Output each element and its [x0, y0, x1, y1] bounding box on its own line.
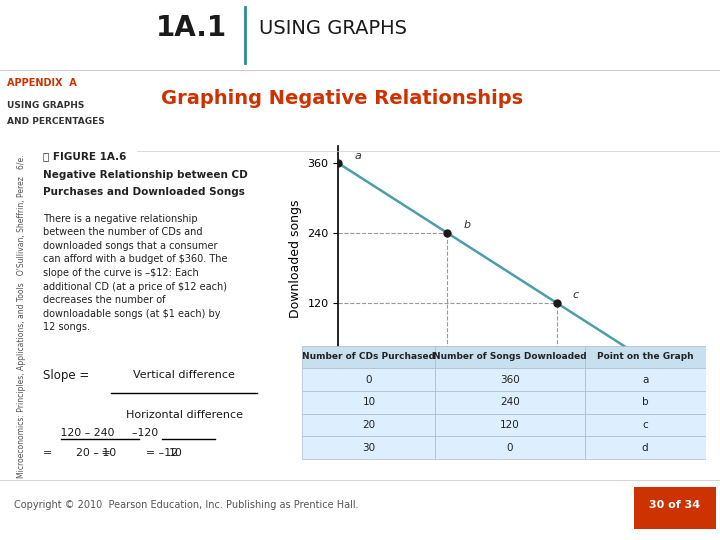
FancyBboxPatch shape	[302, 346, 436, 368]
Text: a: a	[355, 151, 361, 160]
FancyBboxPatch shape	[302, 368, 436, 391]
Text: 120 – 240     –120: 120 – 240 –120	[43, 428, 158, 438]
Text: AND PERCENTAGES: AND PERCENTAGES	[7, 117, 104, 126]
X-axis label: CDs: CDs	[506, 398, 531, 411]
Y-axis label: Downloaded songs: Downloaded songs	[289, 200, 302, 319]
Text: b: b	[464, 220, 471, 231]
Text: There is a negative relationship
between the number of CDs and
downloaded songs : There is a negative relationship between…	[43, 213, 228, 332]
FancyBboxPatch shape	[436, 414, 585, 436]
Text: Point on the Graph: Point on the Graph	[597, 353, 693, 361]
Text: 10: 10	[362, 397, 376, 407]
Text: 20 – 10: 20 – 10	[76, 448, 116, 458]
Text: d: d	[682, 360, 689, 370]
Text: 1A.1: 1A.1	[156, 14, 227, 42]
Text: Slope =: Slope =	[43, 369, 89, 382]
Text: 240: 240	[500, 397, 520, 407]
Text: Number of CDs Purchased: Number of CDs Purchased	[302, 353, 436, 361]
Text: =              =          = –12: = = = –12	[43, 448, 179, 458]
FancyBboxPatch shape	[585, 391, 706, 414]
Text: ⓘ FIGURE 1A.6: ⓘ FIGURE 1A.6	[43, 151, 127, 161]
Text: c: c	[573, 290, 579, 300]
FancyBboxPatch shape	[436, 368, 585, 391]
Text: USING GRAPHS: USING GRAPHS	[259, 18, 408, 38]
FancyBboxPatch shape	[585, 368, 706, 391]
Text: CHAPTER 1: CHAPTER 1	[11, 14, 76, 24]
Text: Microeconomics: Principles, Applications, and Tools   O'Sullivan, Sheffrin, Pere: Microeconomics: Principles, Applications…	[17, 154, 26, 478]
Text: 20: 20	[362, 420, 376, 430]
Text: 120: 120	[500, 420, 520, 430]
Text: Introduction: What
Is Economics?: Introduction: What Is Economics?	[11, 33, 83, 53]
Text: a: a	[642, 375, 648, 384]
Text: Horizontal difference: Horizontal difference	[126, 410, 243, 421]
Text: b: b	[642, 397, 649, 407]
Text: Number of Songs Downloaded: Number of Songs Downloaded	[433, 353, 587, 361]
Text: 30 of 34: 30 of 34	[649, 500, 701, 510]
FancyBboxPatch shape	[302, 436, 436, 459]
FancyBboxPatch shape	[585, 414, 706, 436]
Text: Copyright © 2010  Pearson Education, Inc. Publishing as Prentice Hall.: Copyright © 2010 Pearson Education, Inc.…	[14, 500, 359, 510]
Text: APPENDIX  A: APPENDIX A	[7, 78, 76, 89]
FancyBboxPatch shape	[585, 436, 706, 459]
Text: 0: 0	[366, 375, 372, 384]
Text: 0: 0	[507, 443, 513, 453]
Text: Vertical difference: Vertical difference	[133, 370, 235, 380]
Text: d: d	[642, 443, 649, 453]
Text: 360: 360	[500, 375, 520, 384]
Text: c: c	[642, 420, 648, 430]
FancyBboxPatch shape	[585, 346, 706, 368]
FancyBboxPatch shape	[436, 391, 585, 414]
FancyBboxPatch shape	[302, 391, 436, 414]
Text: USING GRAPHS: USING GRAPHS	[7, 101, 84, 110]
Text: 30: 30	[362, 443, 376, 453]
FancyBboxPatch shape	[436, 346, 585, 368]
Text: Graphing Negative Relationships: Graphing Negative Relationships	[161, 89, 523, 108]
FancyBboxPatch shape	[634, 487, 716, 529]
FancyBboxPatch shape	[302, 414, 436, 436]
Text: Purchases and Downloaded Songs: Purchases and Downloaded Songs	[43, 187, 245, 197]
Text: 10: 10	[169, 448, 183, 458]
FancyBboxPatch shape	[436, 436, 585, 459]
Text: Negative Relationship between CD: Negative Relationship between CD	[43, 170, 248, 180]
